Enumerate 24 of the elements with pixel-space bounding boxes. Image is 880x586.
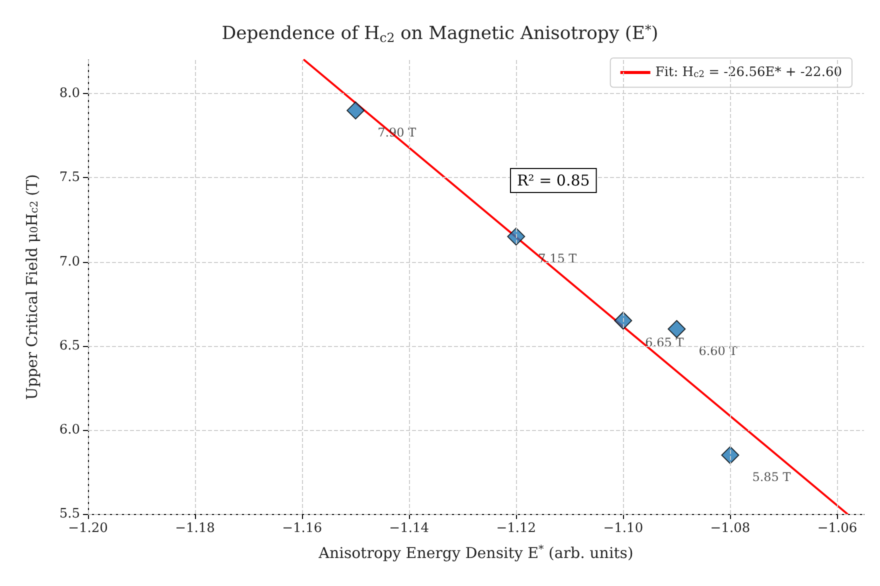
y-tick-label: 8.0 — [59, 86, 80, 102]
y-axis-title: Upper Critical Field μ0Hc2 (T) — [22, 174, 41, 400]
y-tick-label: 6.0 — [59, 422, 80, 438]
x-tick-label: −1.10 — [603, 521, 644, 536]
x-tick-label: −1.08 — [710, 521, 750, 536]
point — [721, 446, 740, 464]
x-tick-label: −1.06 — [817, 521, 858, 536]
point — [507, 228, 526, 246]
data-label: 5.85 T — [752, 470, 791, 484]
annotation: R² = 0.85 — [517, 172, 590, 190]
point — [668, 320, 686, 338]
x-tick-label: −1.16 — [282, 521, 322, 536]
x-tick-label: −1.12 — [496, 521, 536, 536]
y-tick-label: 7.5 — [59, 170, 80, 186]
y-tick-label: 5.5 — [59, 506, 80, 522]
point — [614, 312, 632, 330]
x-tick-label: −1.14 — [389, 521, 430, 536]
y-tick-label: 6.5 — [59, 338, 80, 354]
y-tick-label: 7.0 — [59, 254, 80, 270]
legend-label: Fit: Hc2 = -26.56E* + -22.60 — [655, 65, 842, 80]
x-tick-label: −1.20 — [68, 521, 108, 536]
point — [346, 101, 365, 120]
x-axis-title: Anisotropy Energy Density E* (arb. units) — [318, 544, 634, 562]
x-tick-label: −1.18 — [175, 521, 215, 536]
